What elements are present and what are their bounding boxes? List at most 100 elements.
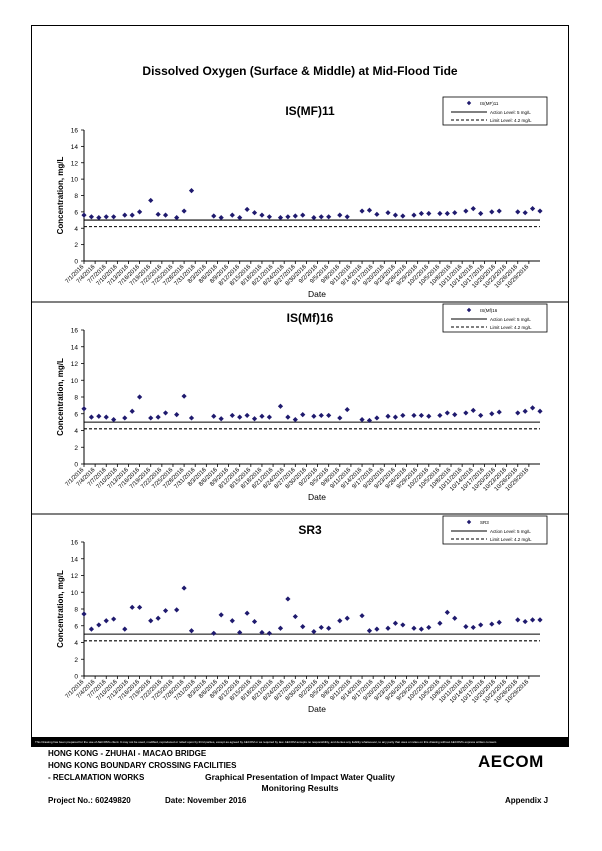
data-point (426, 210, 432, 217)
data-point (162, 410, 169, 416)
page-frame (31, 25, 569, 738)
data-point (259, 212, 265, 218)
data-point (266, 414, 272, 420)
data-point (181, 393, 187, 399)
project-line-2: HONG KONG BOUNDARY CROSSING FACILITIES (48, 761, 237, 770)
data-point (522, 210, 528, 216)
data-point (251, 416, 258, 422)
data-point (392, 414, 399, 420)
data-point (162, 212, 169, 218)
data-point (218, 416, 224, 422)
legend-entry-limit: Limit Level: 4.2 mg/L (490, 537, 532, 542)
legend-marker (466, 519, 472, 525)
data-point (366, 628, 373, 634)
data-point (285, 596, 291, 602)
y-tick-label: 0 (74, 462, 78, 469)
y-tick-label: 2 (74, 657, 78, 664)
data-point (470, 206, 476, 212)
y-tick-label: 16 (71, 128, 79, 135)
data-point (496, 208, 502, 214)
chart-title: IS(MF)11 (285, 104, 335, 118)
data-point (122, 212, 128, 218)
data-point (318, 624, 324, 631)
data-point (311, 413, 317, 419)
data-point (96, 622, 102, 628)
data-point (259, 413, 265, 419)
data-point (111, 616, 117, 622)
y-tick-label: 6 (74, 209, 78, 216)
data-point (244, 206, 250, 213)
data-point (237, 414, 243, 420)
data-point (385, 625, 391, 631)
legend-entry-action: Action Level: 5 mg/L (490, 317, 531, 322)
y-tick-label: 2 (74, 242, 78, 249)
legend-entry-limit: Limit Level: 4.2 mg/L (490, 325, 532, 330)
chart-panel-1: IS(MF)1102468101214167/1/20167/4/20167/7… (56, 96, 548, 299)
data-point (81, 406, 87, 412)
presentation-title-line-1: Graphical Presentation of Impact Water Q… (204, 772, 396, 782)
y-axis-label: Concentration, mg/L (56, 570, 65, 648)
data-point (155, 615, 161, 621)
data-point (277, 215, 284, 221)
data-point (229, 412, 235, 419)
data-point (374, 415, 380, 421)
y-tick-label: 12 (71, 160, 79, 167)
x-axis-label: Date (308, 289, 326, 299)
data-point (452, 411, 458, 418)
data-point (188, 187, 195, 194)
data-point (400, 213, 406, 219)
y-tick-label: 12 (71, 361, 79, 368)
data-point (259, 629, 265, 636)
legend-entry-action: Action Level: 5 mg/L (490, 529, 531, 534)
presentation-title-line-2: Monitoring Results (261, 783, 339, 793)
y-tick-label: 0 (74, 674, 78, 681)
y-axis-label: Concentration, mg/L (56, 358, 65, 436)
data-point (418, 626, 424, 632)
data-point (344, 214, 350, 220)
data-point (188, 628, 195, 634)
y-tick-label: 12 (71, 573, 79, 580)
data-point (478, 622, 484, 628)
y-tick-label: 8 (74, 193, 78, 200)
legend-box (442, 303, 548, 333)
data-point (111, 417, 117, 423)
data-point (155, 211, 161, 217)
data-point (444, 210, 450, 217)
data-point (489, 621, 495, 627)
data-point (292, 417, 298, 423)
data-point (337, 618, 343, 624)
chart-title: SR3 (298, 523, 322, 537)
data-point (444, 609, 450, 615)
data-point (81, 212, 87, 218)
data-point (529, 617, 536, 623)
y-tick-label: 8 (74, 395, 78, 402)
data-point (537, 208, 543, 214)
data-point (137, 209, 143, 215)
data-point (122, 626, 128, 632)
data-point (326, 625, 332, 631)
chart-panel-3: SR302468101214167/1/20167/4/20167/7/2016… (31, 513, 569, 714)
data-point (470, 407, 476, 413)
data-point (244, 610, 250, 616)
data-point (318, 214, 324, 220)
project-line-3: - RECLAMATION WORKS (48, 773, 145, 782)
data-point (426, 413, 432, 419)
data-point (411, 212, 417, 218)
legend-box (442, 515, 548, 545)
y-tick-label: 2 (74, 445, 78, 452)
data-point (137, 394, 143, 400)
data-point (81, 611, 87, 617)
data-point (129, 212, 135, 218)
data-point (337, 212, 343, 218)
data-point (344, 615, 350, 621)
y-tick-label: 4 (74, 640, 78, 647)
legend-entry-series: IS(Mf)16 (480, 308, 498, 313)
data-point (285, 414, 291, 420)
data-point (188, 415, 195, 421)
data-point (411, 625, 417, 631)
data-point (211, 213, 217, 219)
y-tick-label: 10 (71, 177, 79, 184)
y-tick-label: 0 (74, 259, 78, 266)
data-point (285, 214, 291, 220)
data-point (137, 604, 143, 610)
